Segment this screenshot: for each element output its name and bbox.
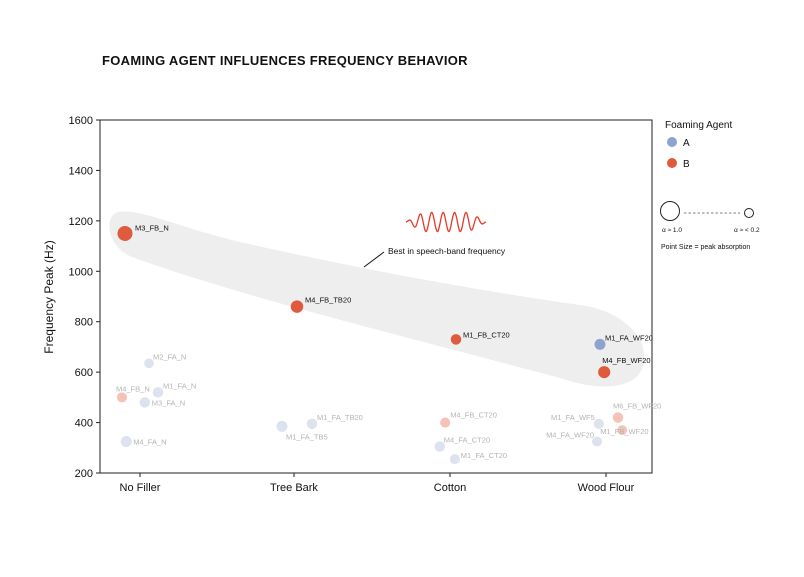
plot-frame	[99, 119, 653, 474]
data-point-label: M4_FA_N	[133, 437, 166, 446]
data-point-label: M4_FB_WF20	[602, 356, 650, 365]
data-point	[116, 392, 128, 403]
x-tick-label: Tree Bark	[270, 482, 318, 494]
chart-title: FOAMING AGENT INFLUENCES FREQUENCY BEHAV…	[102, 53, 468, 68]
data-point-label: M1_FA_WF5	[551, 413, 595, 422]
y-axis-title: Frequency Peak (Hz)	[42, 240, 56, 353]
size-legend-small-circle	[744, 208, 754, 218]
data-point	[449, 454, 460, 465]
legend-label-b: B	[683, 159, 690, 170]
x-tick-label: Wood Flour	[578, 482, 635, 494]
annotation-leader	[363, 251, 385, 268]
data-point	[612, 412, 624, 423]
data-point	[120, 436, 132, 447]
wave-icon	[405, 211, 487, 233]
data-point-label: M1_FA_TB20	[317, 413, 363, 422]
data-point-label: M3_FB_N	[135, 223, 169, 232]
data-point-label: M4_FA_WF20	[546, 430, 594, 439]
size-legend-small-label: α ≈ < 0.2	[734, 227, 760, 234]
data-point	[290, 300, 304, 313]
y-tick-label: 1200	[69, 216, 93, 228]
data-point	[617, 425, 628, 436]
highlight-band	[109, 211, 645, 387]
size-legend-note: Point Size = peak absorption	[661, 244, 750, 251]
legend: Foaming Agent A B α ≈ 1.0 α ≈ < 0.2 Poin…	[660, 120, 760, 251]
x-tick-label: Cotton	[434, 482, 466, 494]
x-tick-label: No Filler	[120, 482, 161, 494]
data-point-label: M4_FA_CT20	[444, 436, 490, 445]
y-tick-label: 1400	[69, 165, 93, 177]
legend-marker-a	[667, 137, 677, 147]
data-point-label: M1_FB_CT20	[463, 330, 510, 339]
annotation-text: Best in speech-band frequency	[388, 246, 506, 256]
data-point	[139, 397, 151, 408]
data-point	[591, 436, 603, 447]
data-point	[144, 358, 154, 369]
data-point	[306, 418, 318, 430]
data-point	[598, 366, 611, 379]
data-point-label: M1_FA_TB5	[286, 432, 328, 441]
data-point	[593, 418, 604, 429]
data-point-label: M3_FA_N	[152, 398, 185, 407]
data-point-label: M2_FA_N	[153, 352, 186, 361]
legend-title: Foaming Agent	[665, 120, 732, 131]
data-point-label: M6_FB_WF20	[613, 402, 661, 411]
y-tick-label: 600	[75, 367, 93, 379]
data-point-label: M4_FB_TB20	[305, 296, 351, 305]
data-point-label: M4_FB_CT20	[450, 411, 497, 420]
data-points: M2_FA_N M1_FA_N M4_FB_NM3_FA_N M4_FA_N M1_FA…	[116, 223, 661, 465]
data-point	[276, 420, 288, 432]
y-tick-label: 1000	[69, 266, 93, 278]
annotation: Best in speech-band frequency	[363, 246, 506, 268]
highlight-band-shape	[109, 211, 645, 387]
y-tick-label: 1600	[69, 115, 93, 127]
data-point-label: M1_FB_WF20	[600, 427, 648, 436]
size-legend-large-circle	[660, 201, 680, 221]
data-point	[594, 338, 606, 350]
x-axis: No Filler Tree Bark Cotton Wood Flour	[120, 473, 635, 494]
y-tick-label: 400	[75, 418, 93, 430]
data-point	[450, 334, 462, 345]
y-tick-label: 200	[75, 468, 93, 480]
data-point	[152, 387, 164, 398]
data-point-label: M1_FA_WF20	[605, 333, 653, 342]
wave-icon-path	[405, 211, 487, 233]
legend-marker-b	[667, 158, 677, 168]
data-point-label: M1_FA_N	[163, 381, 196, 390]
data-point-label: M1_FA_CT20	[461, 451, 507, 460]
data-point	[117, 225, 133, 241]
data-point-label: M4_FB_N	[116, 384, 150, 393]
y-axis: 200 400 600 800 1000 1200 1400 1600	[69, 115, 100, 480]
size-legend-large-label: α ≈ 1.0	[662, 227, 682, 234]
legend-label-a: A	[683, 138, 690, 149]
y-tick-label: 800	[75, 317, 93, 329]
data-point	[440, 417, 451, 428]
data-point	[434, 441, 446, 452]
